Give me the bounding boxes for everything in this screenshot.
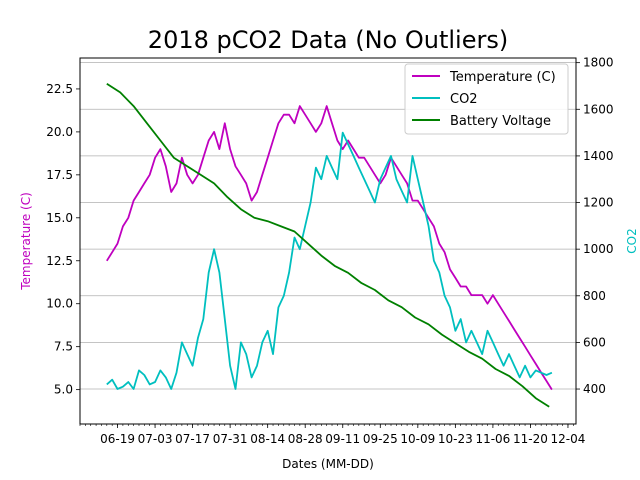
legend: Temperature (C) CO2 Battery Voltage: [404, 63, 569, 135]
y-left-tick-label: 10.0: [46, 297, 73, 311]
y-left-tick-label: 17.5: [46, 168, 73, 182]
y-right-tick-label: 800: [583, 289, 606, 303]
x-tick-label: 08-14: [250, 432, 285, 446]
series-line-battery-voltage: [106, 83, 550, 408]
x-tick-label: 12-04: [551, 432, 586, 446]
x-tick-label: 06-19: [100, 432, 135, 446]
x-tick-label: 10-23: [438, 432, 473, 446]
legend-label: Battery Voltage: [450, 114, 551, 129]
x-axis: 06-19 07-03 07-17 07-31 08-14 08-28 09-11 09-25…: [79, 424, 586, 446]
y-left-tick-label: 12.5: [46, 254, 73, 268]
x-tick-label: 07-31: [213, 432, 248, 446]
x-tick-label: 09-25: [363, 432, 398, 446]
x-tick-label: 10-09: [400, 432, 435, 446]
legend-label: CO2: [450, 92, 478, 107]
y-axis-left-label: Temperature (C): [19, 192, 33, 291]
y-right-tick-label: 1000: [583, 242, 614, 256]
series-layer: [106, 83, 553, 408]
y-axis-right: 400 600 800 1000 1200 1400 1600 1800: [576, 56, 614, 396]
chart-title: 2018 pCO2 Data (No Outliers): [148, 26, 508, 54]
plot-frame: [79, 57, 577, 425]
y-left-tick-label: 22.5: [46, 82, 73, 96]
y-right-tick-label: 1200: [583, 196, 614, 210]
y-axis-right-label: CO2: [625, 228, 639, 253]
x-tick-label: 08-28: [288, 432, 323, 446]
x-tick-label: 07-03: [138, 432, 173, 446]
y-left-tick-label: 7.5: [54, 340, 73, 354]
x-tick-label: 07-17: [175, 432, 210, 446]
series-line-co2: [106, 131, 553, 390]
y-axis-left: 5.0 7.5 10.0 12.5 15.0 17.5 20.0 22.5: [46, 82, 80, 397]
x-tick-label: 11-06: [475, 432, 510, 446]
y-right-tick-label: 600: [583, 335, 606, 349]
y-left-tick-label: 15.0: [46, 211, 73, 225]
y-right-tick-label: 1400: [583, 149, 614, 163]
x-tick-label: 11-20: [513, 432, 548, 446]
y-right-tick-label: 1600: [583, 102, 614, 116]
x-tick-label: 09-11: [325, 432, 360, 446]
y-right-tick-label: 1800: [583, 56, 614, 70]
y-left-tick-label: 5.0: [54, 383, 73, 397]
y-left-tick-label: 20.0: [46, 125, 73, 139]
legend-label: Temperature (C): [449, 70, 556, 85]
series-line-temperature-c: [106, 105, 553, 391]
legend-frame: [404, 63, 569, 135]
y-right-tick-label: 400: [583, 382, 606, 396]
x-axis-label: Dates (MM-DD): [282, 457, 374, 471]
